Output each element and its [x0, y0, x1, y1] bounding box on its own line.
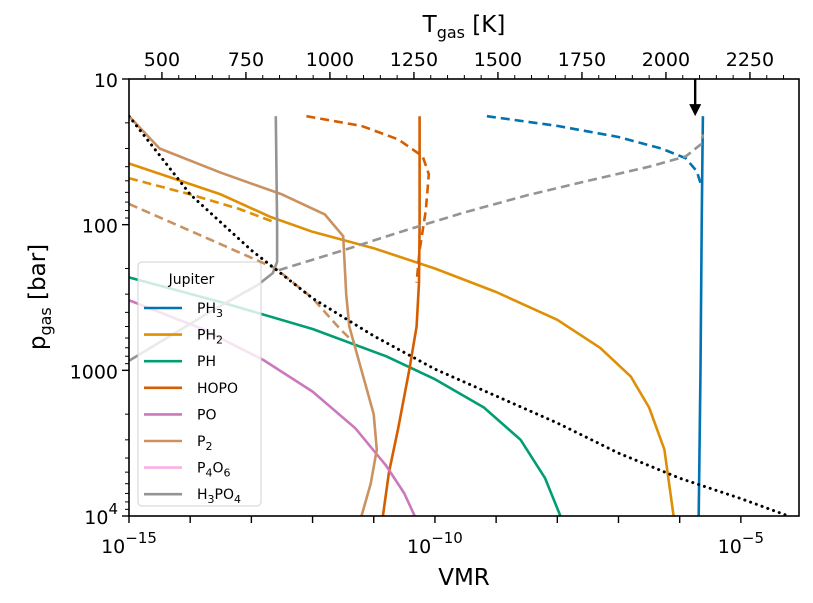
legend-label-sub: 4: [205, 467, 212, 480]
top-tick-label: 1750: [558, 49, 606, 71]
y-tick-base: 10: [94, 70, 118, 92]
y-axis-title-unit: [bar]: [25, 244, 51, 307]
top-tick-label: 1500: [474, 49, 522, 71]
legend-label-main: PO: [215, 487, 234, 503]
series-line-ph2-dashed: [129, 176, 277, 224]
legend-label-sub: 2: [216, 334, 223, 347]
y-tick-base: 100: [82, 216, 118, 238]
legend-label-sub: 6: [223, 467, 230, 480]
top-axis-title: Tgas [K]: [422, 12, 506, 42]
top-tick-label: 500: [144, 49, 180, 71]
legend-label-main: PH: [197, 354, 216, 370]
legend-label-main: H: [197, 487, 208, 503]
x-tick-base: 10: [101, 536, 125, 558]
series-line-p2-solid: [129, 115, 379, 516]
y-tick-label: 1000: [70, 361, 118, 383]
legend-label: PH3: [197, 301, 223, 320]
legend-box: [137, 261, 262, 507]
legend-label-main: HOPO: [197, 381, 238, 397]
legend-label: P4O6: [197, 461, 230, 480]
arrow-head: [689, 104, 702, 117]
y-axis-title-sub: gas: [36, 307, 55, 335]
y-tick-base: 10: [84, 507, 108, 529]
series-line-hopo-dashed: [306, 114, 431, 283]
top-axis-title-main: T: [422, 12, 438, 38]
legend-label-main: PO: [197, 407, 216, 423]
legend-label-sub: 4: [234, 493, 241, 506]
top-axis-title-sub: gas: [437, 23, 465, 42]
x-tick-base: 10: [718, 536, 742, 558]
legend-label-main: P: [197, 434, 205, 450]
legend-label: PH2: [197, 328, 223, 347]
x-tick-exp: −5: [742, 529, 764, 547]
series-line-ph2-solid: [129, 162, 675, 516]
x-tick-label: 10−10: [407, 529, 463, 558]
legend-title: Jupiter: [168, 272, 215, 288]
legend-label: H3PO4: [197, 487, 241, 506]
top-tick-label: 2000: [642, 49, 690, 71]
y-tick-base: 1000: [70, 361, 118, 383]
top-axis-title-unit: [K]: [465, 12, 505, 38]
y-tick-exp: 4: [108, 500, 118, 518]
legend-label: HOPO: [197, 381, 238, 397]
curves-layer: [129, 79, 789, 516]
legend-label-sub: 3: [216, 307, 223, 320]
x-tick-base: 10: [407, 536, 431, 558]
series-line-p2-dashed: [129, 202, 351, 339]
y-tick-label: 100: [82, 216, 118, 238]
legend-label-sub: 3: [208, 493, 215, 506]
x-tick-label: 10−15: [101, 529, 157, 558]
y-axis-title: pgas [bar]: [25, 244, 55, 350]
series-line-ph3-solid: [697, 116, 705, 516]
legend-label-main: PH: [197, 328, 216, 344]
top-tick-label: 2250: [726, 49, 774, 71]
x-tick-label: 10−5: [718, 529, 764, 558]
top-tick-label: 1250: [390, 49, 438, 71]
y-tick-label: 10: [94, 70, 118, 92]
legend-label: PH: [197, 354, 216, 370]
legend-label: PO: [197, 407, 216, 423]
series-line-h3po4-dashed: [278, 134, 705, 272]
legend-label-main: PH: [197, 301, 216, 317]
x-tick-exp: −10: [431, 529, 463, 547]
y-axis-title-main: p: [25, 336, 51, 351]
x-axis-title: VMR: [438, 565, 490, 591]
legend-label: P2: [197, 434, 212, 453]
top-tick-label: 1000: [306, 49, 354, 71]
x-tick-exp: −15: [125, 529, 157, 547]
legend-label-main: O: [212, 461, 223, 477]
top-tick-label: 750: [228, 49, 264, 71]
legend-label-main: P: [197, 461, 205, 477]
legend-label-sub: 2: [205, 440, 212, 453]
y-tick-label: 104: [84, 500, 118, 529]
series-line-ph3-dashed: [486, 114, 703, 188]
series-line-hopo-solid: [381, 116, 421, 516]
